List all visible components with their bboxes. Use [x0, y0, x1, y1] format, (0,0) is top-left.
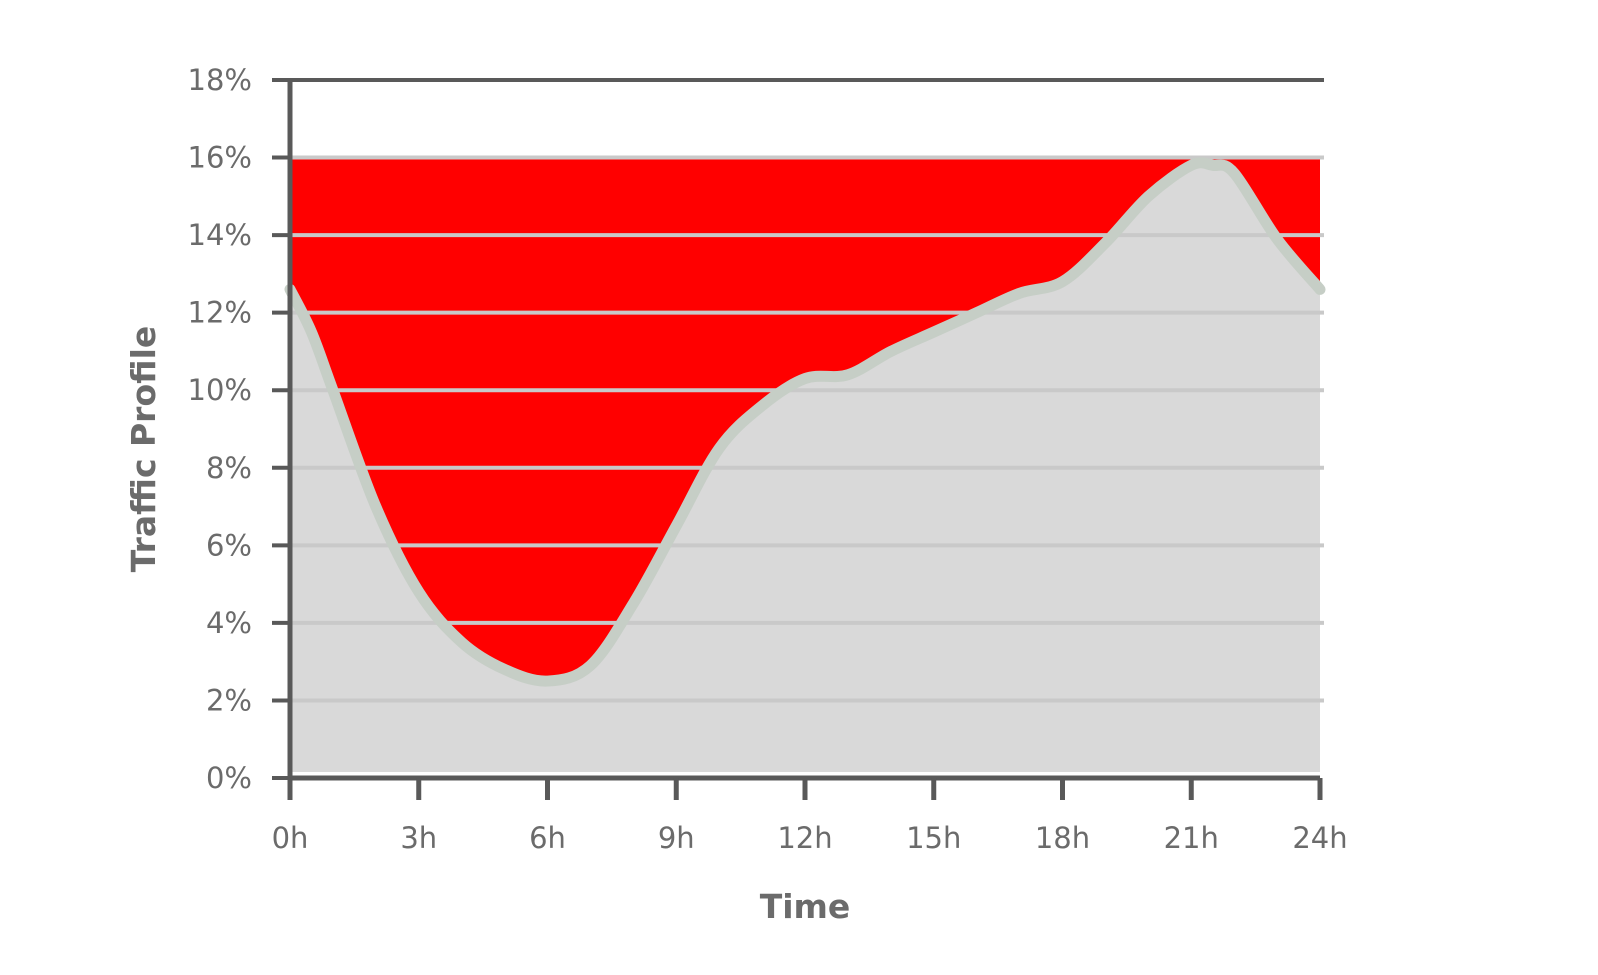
- y-tick-label: 6%: [206, 528, 252, 562]
- x-tick-label: 24h: [1292, 821, 1347, 855]
- y-tick-labels-group: 0% 2% 4% 6% 8% 10% 12% 14% 16% 18%: [188, 63, 252, 795]
- y-tick-label: 4%: [206, 606, 252, 640]
- gridlines-group: [290, 78, 1324, 703]
- x-tick-label: 3h: [400, 821, 437, 855]
- x-tick-label: 0h: [272, 821, 309, 855]
- y-tick-label: 18%: [188, 63, 252, 97]
- x-tick-label: 21h: [1164, 821, 1219, 855]
- y-tick-label: 10%: [188, 373, 252, 407]
- y-tick-label: 2%: [206, 683, 252, 717]
- x-tick-label: 15h: [906, 821, 961, 855]
- traffic-curve: [284, 157, 1326, 687]
- x-tick-label: 6h: [529, 821, 566, 855]
- y-tick-label: 0%: [206, 761, 252, 795]
- y-tick-label: 16%: [188, 141, 252, 175]
- y-tick-label: 8%: [206, 451, 252, 485]
- x-tick-labels-group: 0h 3h 6h 9h 12h 15h 18h 21h 24h: [272, 821, 1348, 855]
- axes-group: [272, 78, 1323, 800]
- x-tick-label: 18h: [1035, 821, 1090, 855]
- traffic-curve-group: [284, 157, 1326, 687]
- x-tick-label: 9h: [658, 821, 695, 855]
- x-axis-title: Time: [760, 887, 851, 926]
- y-tick-label: 14%: [188, 218, 252, 252]
- y-axis-title: Traffic Profile: [124, 326, 163, 573]
- x-tick-label: 12h: [777, 821, 832, 855]
- y-tick-label: 12%: [188, 296, 252, 330]
